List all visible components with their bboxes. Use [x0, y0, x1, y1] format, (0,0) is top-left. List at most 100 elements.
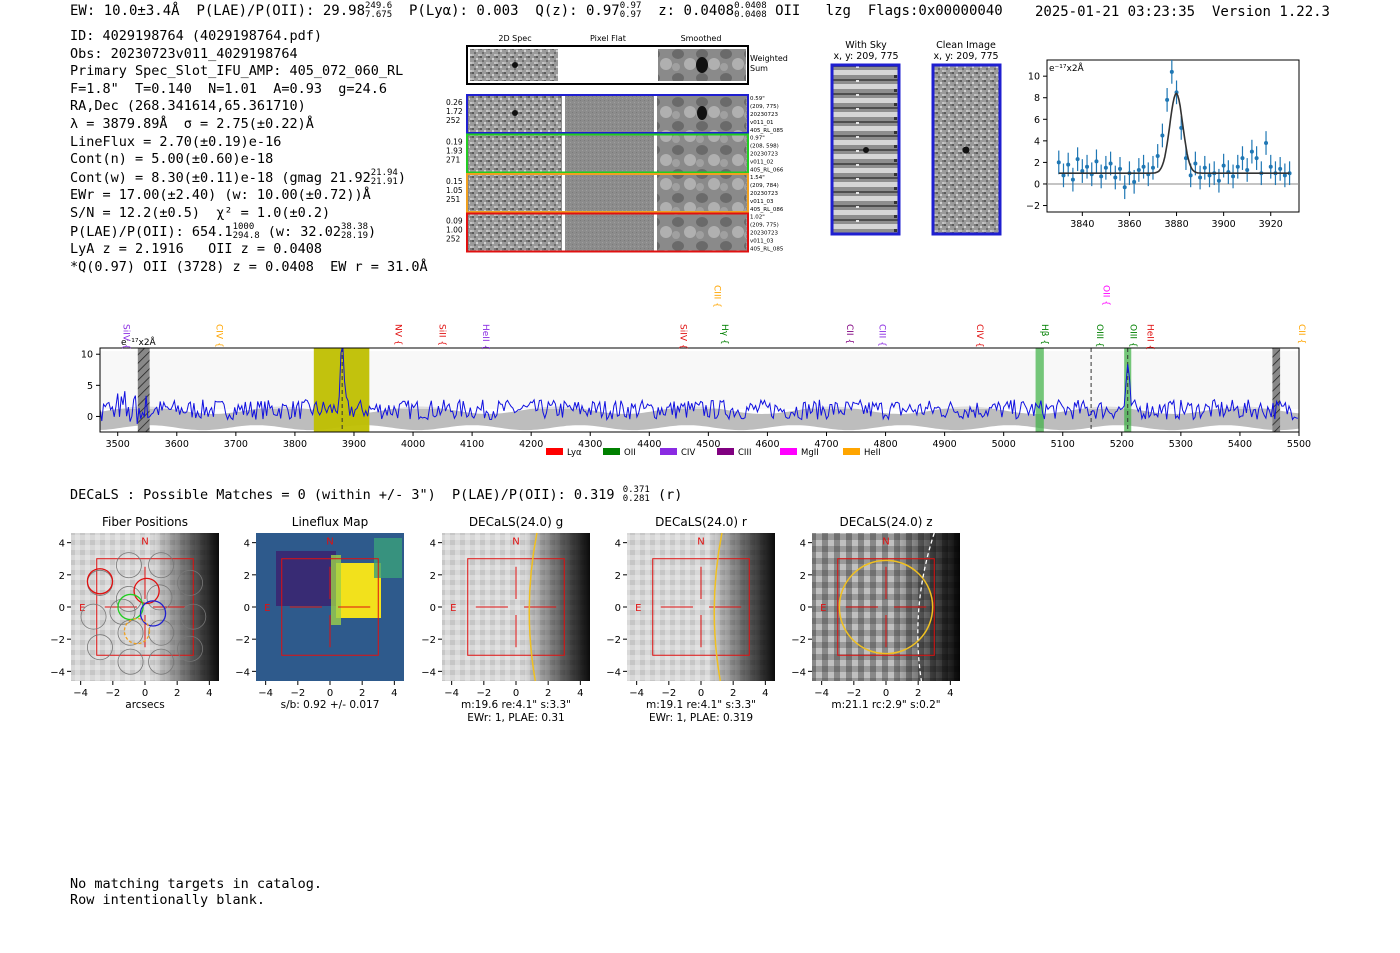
cutout-right-value: (209, 784): [750, 183, 779, 189]
zoom-data-point: [1070, 177, 1075, 182]
decals-x-tick-label: −2: [476, 688, 491, 699]
zoom-data-point: [1118, 166, 1123, 171]
cutout-divider: [562, 214, 565, 251]
cutout-divider: [654, 214, 657, 251]
zoom-data-point: [1136, 167, 1141, 172]
zoom-y-tick-label: 8: [1034, 93, 1040, 104]
decals-xlabel: m:19.1 re:4.1" s:3.3": [646, 699, 756, 711]
decals-y-tick-label: −2: [235, 635, 250, 646]
zoom-data-point: [1240, 156, 1245, 161]
zoom-data-point: [1249, 149, 1254, 154]
line-label: HeII {: [480, 324, 490, 350]
cutout-right-value: (209, 775): [750, 223, 779, 229]
zoom-data-point: [1245, 167, 1250, 172]
lineflux-mid: [331, 555, 341, 625]
decals-y-tick-label: 4: [244, 539, 250, 550]
full-spectrum-plot: e⁻¹⁷x2Å 3500 3600 3700 3800 3900 4000 4100 4200 4…: [81, 285, 1311, 458]
cutout-divider: [654, 96, 657, 132]
fiber-red: [86, 568, 114, 595]
zoom-x-tick-label: 3900: [1212, 219, 1236, 230]
zoom-data-point: [1066, 162, 1071, 167]
decals-x-tick-label: −4: [629, 688, 644, 699]
zoom-data-point: [1221, 163, 1226, 168]
weighted-label-1: Weighted: [750, 54, 788, 63]
cutout-right-value: 405_RL_085: [750, 247, 784, 253]
zoom-y-tick-label: 2: [1034, 158, 1040, 169]
footer-line-2: Row intentionally blank.: [70, 892, 266, 908]
fiber-circle: [87, 634, 113, 661]
cutout-right-value: v011_03: [750, 199, 774, 205]
cutout-left-value: 0.26: [446, 98, 463, 107]
legend-swatch: [843, 448, 860, 455]
decals-y-tick-label: 4: [800, 539, 806, 550]
cutout-divider: [562, 96, 565, 132]
full-line-band: [1035, 348, 1044, 432]
cutout-right-value: 1.54": [750, 175, 765, 181]
full-x-tick-label: 4700: [814, 439, 838, 450]
cutout-right-value: v011_01: [750, 120, 774, 126]
compass-east: E: [79, 603, 85, 614]
line-label: CIII {: [877, 324, 887, 347]
decals-dark-edge: [627, 533, 775, 681]
zoom-data-point: [1056, 160, 1061, 165]
compass-north: N: [697, 536, 704, 547]
info-obs: Obs: 20230723v011_4029198764: [70, 45, 298, 62]
aperture-box: [96, 558, 194, 656]
info-fiber: F=1.8" T=0.140 N=1.01 A=0.93 g=24.6: [70, 80, 387, 97]
fiber-circle: [146, 584, 173, 611]
zoom-gaussian-fit: [1058, 92, 1290, 174]
zoom-data-point: [1193, 161, 1198, 166]
decals-x-tick-label: −2: [661, 688, 676, 699]
fiber-circle: [177, 569, 203, 596]
zoom-data-point: [1188, 173, 1193, 178]
decals-panel-title: DECaLS(24.0) z: [839, 515, 932, 529]
decals-x-tick-label: −4: [73, 688, 88, 699]
cutout-header-pixelflat: Pixel Flat: [590, 34, 626, 43]
zoom-data-point: [1268, 164, 1273, 169]
zoom-data-point: [1282, 173, 1287, 178]
cutout-left-value: 1.00: [446, 226, 463, 235]
sky-images: With Sky x, y: 209, 775 Clean Image x, y…: [830, 40, 1002, 236]
legend-swatch: [780, 448, 797, 455]
info-radec: RA,Dec (268.341614,65.361710): [70, 98, 306, 115]
aperture-box: [467, 558, 565, 656]
zoom-data-point: [1108, 161, 1113, 166]
full-x-tick-label: 4400: [637, 439, 661, 450]
fiber-blue: [139, 600, 167, 627]
cutout-right-value: 405_RL_085: [750, 128, 784, 134]
line-label: CIV {: [974, 324, 984, 348]
decals-panel-0: Fiber Positions N E −4 −4 −2 −2 0 0 2 2 4 4 arcsecs: [50, 515, 219, 711]
line-label: NV {: [392, 324, 402, 345]
cutout-smoothed: [657, 214, 746, 251]
decals-x-tick-label: 0: [142, 688, 148, 699]
cutout-2dspec: [469, 135, 561, 172]
compass-north: N: [512, 536, 519, 547]
zoom-y-tick-label: 4: [1034, 136, 1040, 147]
cutout-smoothed: [657, 135, 746, 172]
cutout-divider: [654, 135, 657, 172]
fiber-circle: [177, 635, 203, 662]
zoom-data-point: [1278, 166, 1283, 171]
cutout-2dspec: [469, 175, 561, 211]
full-axes-frame: [99, 347, 1300, 433]
info-lambda: λ = 3879.89Å σ = 2.75(±0.22)Å: [70, 115, 314, 132]
line-label: OIII {: [1094, 324, 1104, 348]
decals-x-tick-label: 4: [947, 688, 953, 699]
full-x-tick-label: 5500: [1287, 439, 1311, 450]
full-masked-band: [137, 348, 150, 432]
lineflux-low: [276, 551, 336, 606]
decals-panel-title: DECaLS(24.0) r: [655, 515, 747, 529]
line-fit-plot: e⁻¹⁷x2Å 3840 3860 3880 3900 3920 −2 0 2 4 6 8 10: [1026, 59, 1300, 230]
full-x-tick-label: 3700: [224, 439, 248, 450]
cutout-left-value: 1.93: [446, 147, 463, 156]
legend-swatch: [660, 448, 677, 455]
cutout-right-value: 0.59": [750, 96, 765, 102]
zoom-y-tick-label: 10: [1028, 72, 1040, 83]
cutout-right-value: 20230723: [750, 152, 778, 158]
legend-label: CIV: [681, 448, 695, 458]
decals-panels: Fiber Positions N E −4 −4 −2 −2 0 0 2 2 4 4 arcsecs Li…: [50, 515, 960, 724]
decals-x-tick-label: −2: [105, 688, 120, 699]
cutout-left-value: 0.19: [446, 138, 463, 147]
decals-x-tick-label: −4: [258, 688, 273, 699]
cutout-divider: [654, 175, 657, 211]
